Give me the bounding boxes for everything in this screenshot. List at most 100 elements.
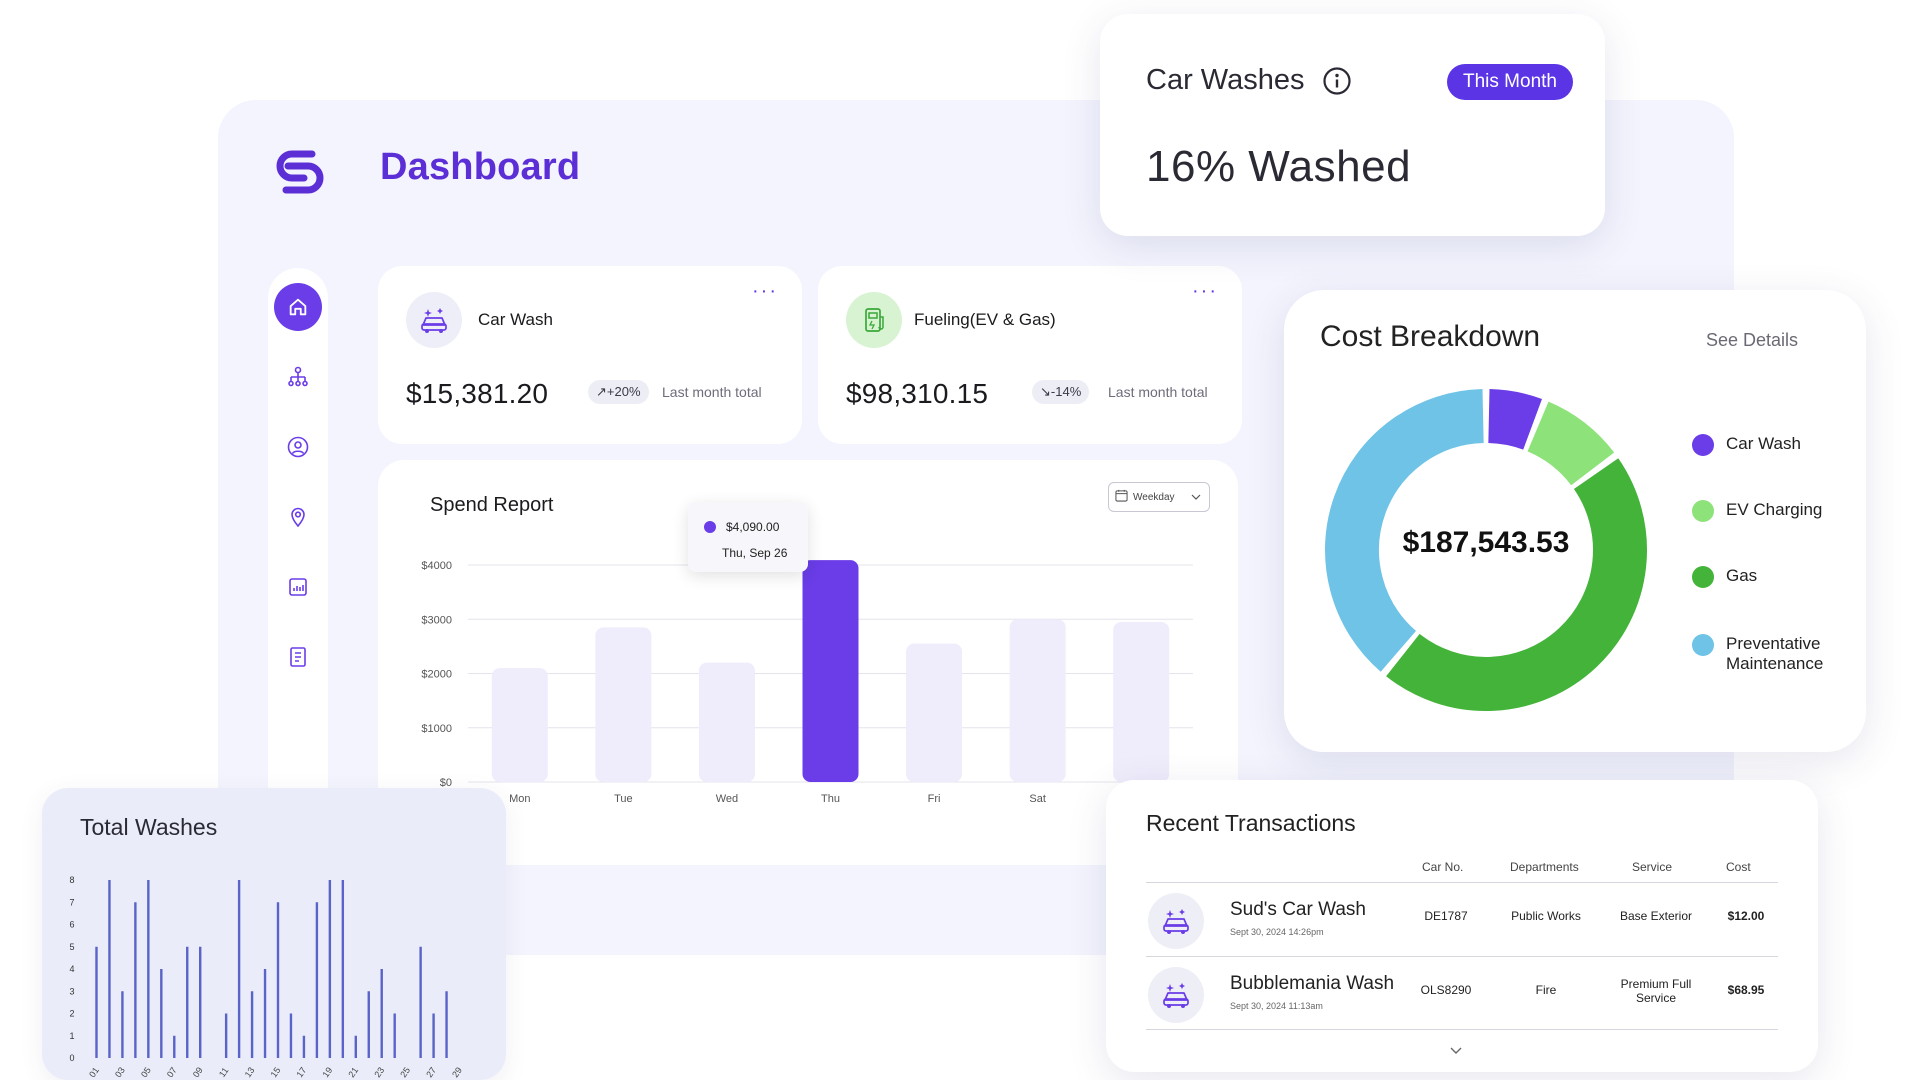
bar-day-21 [354,1035,357,1058]
bar-day-15 [276,902,280,1058]
weekday-select-value: Weekday [1133,491,1175,503]
document-icon [290,647,306,667]
car-wash-icon [1148,893,1204,949]
cost-breakdown-title: Cost Breakdown [1320,320,1541,353]
sidebar-item-documents[interactable] [268,632,328,682]
table-row[interactable]: Sud's Car Wash Sept 30, 2024 14:26pm DE1… [1146,882,1778,956]
x-tick-label: 03 [113,1065,127,1079]
sidebar-item-organization[interactable] [268,352,328,402]
legend-dot [1692,634,1714,656]
cost-breakdown-card: Cost Breakdown See Details $187,543.53 C… [1284,290,1866,752]
car-wash-stat-card: Car Wash ··· $15,381.20 ↗+20% Last month… [378,266,802,444]
transaction-name: Sud's Car Wash [1230,899,1366,920]
weekday-select[interactable]: Weekday [1108,482,1210,512]
spend-report-title: Spend Report [430,494,554,516]
y-tick-label: 2 [69,1009,74,1019]
bar-day-17 [302,1035,306,1058]
bar-day-06 [160,969,163,1058]
donut-slice-preventative-maintenance [1325,389,1485,672]
x-tick-label: 27 [424,1065,438,1079]
y-tick-label: $2000 [421,669,452,681]
bar-day-14 [263,969,267,1058]
x-tick-label: Tue [614,793,633,805]
bar-day-28 [445,991,448,1058]
column-header: Service [1632,860,1673,874]
table-row[interactable]: Bubblemania Wash Sept 30, 2024 11:13am O… [1146,956,1778,1030]
info-icon[interactable] [1322,66,1352,101]
chevron-down-icon[interactable] [1450,1042,1462,1060]
stat-subtitle: Last month total [662,384,762,400]
trend-up-icon: ↗ [596,384,607,399]
bar-fri [906,643,963,782]
car-wash-icon [406,292,462,348]
x-tick-label: 25 [398,1065,412,1079]
logo [272,146,328,198]
legend-label: Gas [1726,566,1758,585]
donut-slice-gas [1386,458,1647,711]
sidebar-item-users[interactable] [268,422,328,472]
transaction-time: Sept 30, 2024 11:13am [1230,1001,1323,1011]
bar-day-04 [134,902,137,1058]
x-tick-label: 29 [450,1065,464,1079]
car-washes-value: 16% Washed [1146,142,1412,191]
period-filter-pill[interactable]: This Month [1447,64,1573,100]
y-tick-label: 6 [69,920,74,930]
home-icon [289,298,307,316]
tooltip-date: Thu, Sep 26 [722,546,788,560]
more-options-button[interactable]: ··· [752,280,778,302]
x-tick-label: 17 [295,1065,309,1079]
y-tick-label: $1000 [421,723,452,735]
bar-day-12 [237,880,241,1058]
see-details-link[interactable]: See Details [1706,330,1799,350]
y-tick-label: 1 [69,1031,74,1041]
column-header: Car No. [1422,860,1464,874]
x-tick-label: 01 [87,1065,101,1079]
legend-item: Gas [1692,566,1757,588]
page-title: Dashboard [380,146,581,188]
fuel-pump-icon [846,292,902,348]
donut-slice-ev-charging [1526,401,1615,486]
legend-label: EV Charging [1726,500,1823,519]
bar-day-08 [186,946,189,1058]
tooltip-dot [704,521,716,533]
sidebar [268,268,328,788]
sidebar-item-locations[interactable] [268,492,328,542]
bar-day-20 [341,880,345,1058]
service: Premium Full Service [1620,977,1692,1005]
bar-day-22 [367,991,370,1058]
bar-sun [1113,621,1170,782]
bar-day-23 [380,969,383,1058]
chart-tooltip: $4,090.00 Thu, Sep 26 [688,502,808,572]
more-options-button[interactable]: ··· [1192,280,1218,302]
cost: $68.95 [1727,983,1765,997]
car-wash-icon [1148,967,1204,1023]
cost: $12.00 [1727,909,1765,923]
x-tick-label: 15 [269,1065,283,1079]
logo-icon [276,150,324,194]
sidebar-item-home[interactable] [268,282,328,332]
y-tick-label: $4000 [421,560,452,572]
legend-item: EV Charging [1692,500,1822,522]
recent-transactions-title: Recent Transactions [1146,810,1356,836]
x-tick-label: Mon [509,793,530,805]
car-washes-card: Car Washes This Month 16% Washed [1100,14,1605,236]
legend-item: Car Wash [1692,434,1801,456]
calendar-icon [1115,489,1128,505]
bar-day-03 [121,991,124,1058]
trend-badge: ↗+20% [588,380,649,404]
bar-day-02 [108,880,111,1058]
bar-day-07 [173,1035,176,1058]
y-tick-label: $3000 [421,614,452,626]
location-pin-icon [291,507,305,528]
sidebar-item-reports[interactable] [268,562,328,612]
stat-value: $15,381.20 [406,378,549,409]
bar-day-24 [393,1013,396,1058]
y-tick-label: 8 [69,875,74,885]
trend-badge: ↘-14% [1032,380,1090,404]
legend-dot [1692,500,1714,522]
bar-thu [802,560,859,782]
legend-dot [1692,566,1714,588]
trend-down-icon: ↘ [1040,384,1051,399]
total-washes-card: Total Washes 0 1 2 3 4 5 6 7 8 01 03 05 07 09 11 13 15 17… [42,788,506,1080]
